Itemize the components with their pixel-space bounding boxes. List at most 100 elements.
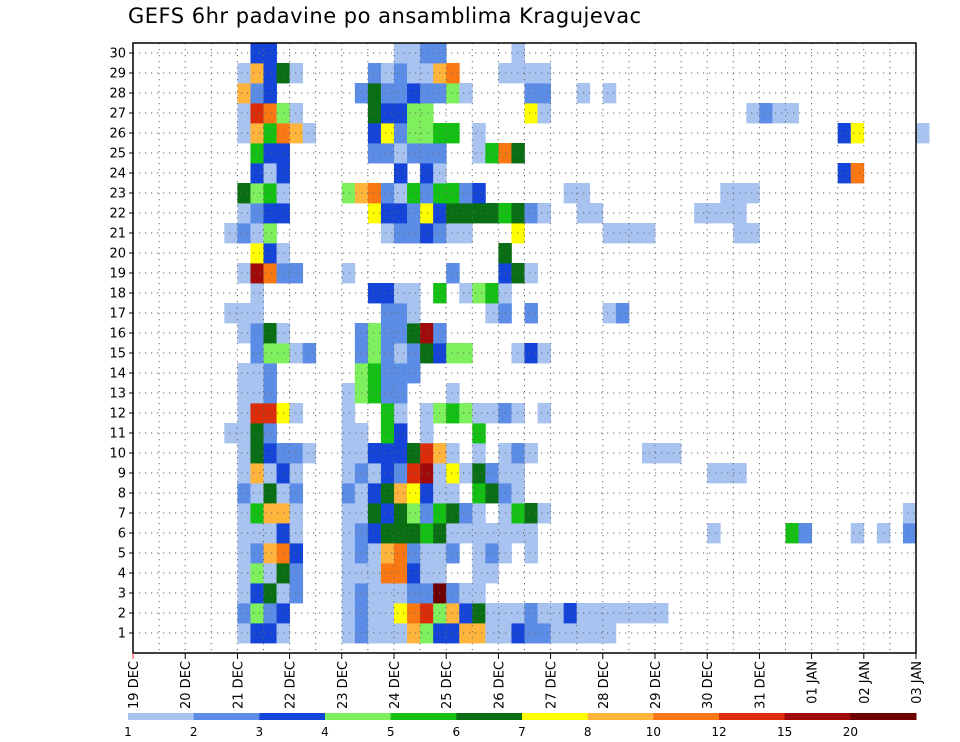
heatmap-cell: [420, 403, 434, 424]
heatmap-cell: [537, 623, 551, 644]
heatmap-cell: [615, 303, 630, 324]
legend-label: 7: [518, 725, 526, 739]
heatmap-cell: [407, 283, 421, 304]
heatmap-cell: [263, 523, 277, 544]
heatmap-cell: [341, 583, 356, 604]
heatmap-cell: [524, 63, 538, 84]
heatmap-cell: [602, 83, 617, 104]
heatmap-cell: [237, 403, 251, 424]
heatmap-cell: [459, 603, 473, 624]
heatmap-cell: [250, 423, 264, 444]
heatmap-cell: [524, 343, 538, 364]
heatmap-cell: [263, 263, 277, 284]
heatmap-cell: [263, 623, 277, 644]
y-tick-label: 2: [118, 607, 126, 622]
x-tick-label: 23 DEC: [336, 661, 351, 709]
heatmap-cell: [380, 523, 395, 544]
heatmap-cell: [289, 463, 304, 484]
heatmap-cell: [472, 563, 486, 584]
heatmap-cell: [263, 203, 277, 224]
heatmap-cell: [407, 563, 421, 584]
heatmap-cell: [237, 443, 251, 464]
heatmap-cell: [263, 343, 277, 364]
heatmap-cell: [394, 43, 408, 64]
heatmap-cell: [394, 83, 408, 104]
heatmap-cell: [237, 383, 251, 404]
legend-swatch: [653, 713, 720, 720]
x-tick-label: 19 DEC: [127, 661, 142, 709]
heatmap-cell: [472, 503, 486, 524]
heatmap-cell: [263, 223, 277, 244]
x-tick-label: 21 DEC: [231, 661, 246, 709]
heatmap-cell: [367, 483, 382, 504]
heatmap-cell: [380, 303, 395, 324]
heatmap-cell: [380, 63, 395, 84]
heatmap-cell: [289, 503, 304, 524]
heatmap-cell: [407, 303, 421, 324]
heatmap-cell: [472, 403, 486, 424]
heatmap-cell: [420, 543, 434, 564]
heatmap-cell: [237, 83, 251, 104]
heatmap-cell: [394, 163, 408, 184]
y-tick-label: 28: [109, 87, 126, 102]
heatmap-cell: [537, 83, 551, 104]
heatmap-cell: [446, 503, 460, 524]
heatmap-cell: [394, 443, 408, 464]
heatmap-cell: [459, 403, 473, 424]
x-axis-ticks: 19 DEC 20 DEC 21 DEC 22 DEC 23 DEC 24 DEC 25 D…: [127, 653, 925, 709]
heatmap-cell: [263, 503, 277, 524]
heatmap-cell: [250, 523, 264, 544]
heatmap-cell: [407, 203, 421, 224]
heatmap-cell: [472, 603, 486, 624]
heatmap-cell: [420, 103, 434, 124]
heatmap-cell: [537, 103, 551, 124]
heatmap-cell: [472, 583, 486, 604]
heatmap-cell: [394, 403, 408, 424]
heatmap-cell: [224, 303, 238, 324]
heatmap-cell: [237, 563, 251, 584]
heatmap-cell: [524, 443, 538, 464]
heatmap-cell: [380, 463, 395, 484]
heatmap-cell: [472, 523, 486, 544]
heatmap-cell: [446, 343, 460, 364]
heatmap-cell: [394, 223, 408, 244]
legend-swatch: [390, 713, 457, 720]
heatmap-cell: [380, 343, 395, 364]
heatmap-cell: [394, 203, 408, 224]
heatmap-cell: [380, 543, 395, 564]
heatmap-cell: [485, 143, 499, 164]
heatmap-cell: [850, 163, 865, 184]
heatmap-cell: [472, 463, 486, 484]
heatmap-cell: [263, 143, 277, 164]
heatmap-cell: [850, 523, 865, 544]
heatmap-cell: [446, 223, 460, 244]
heatmap-cell: [524, 103, 538, 124]
heatmap-cell: [380, 83, 395, 104]
heatmap-cell: [420, 123, 434, 144]
heatmap-cell: [446, 483, 460, 504]
heatmap-cell: [394, 543, 408, 564]
heatmap-cell: [407, 83, 421, 104]
plot-frame: [132, 42, 917, 654]
heatmap-cell: [394, 103, 408, 124]
heatmap-cell: [407, 123, 421, 144]
heatmap-cell: [380, 383, 395, 404]
heatmap-cell: [407, 443, 421, 464]
heatmap-cell: [237, 183, 251, 204]
heatmap-cell: [668, 443, 682, 464]
y-tick-label: 5: [118, 547, 126, 562]
heatmap-cell: [367, 63, 382, 84]
heatmap-cell: [485, 283, 499, 304]
heatmap-cell: [407, 623, 421, 644]
heatmap-cell: [407, 483, 421, 504]
x-tick-label: 01 JAN: [806, 661, 821, 704]
heatmap-cell: [367, 543, 382, 564]
heatmap-cell: [237, 363, 251, 384]
heatmap-cell: [341, 183, 356, 204]
heatmap-cell: [746, 103, 760, 124]
heatmap-cell: [237, 503, 251, 524]
heatmap-cell: [394, 143, 408, 164]
y-tick-label: 25: [109, 147, 126, 162]
legend-label: 1: [124, 725, 132, 739]
heatmap-cell: [485, 483, 499, 504]
